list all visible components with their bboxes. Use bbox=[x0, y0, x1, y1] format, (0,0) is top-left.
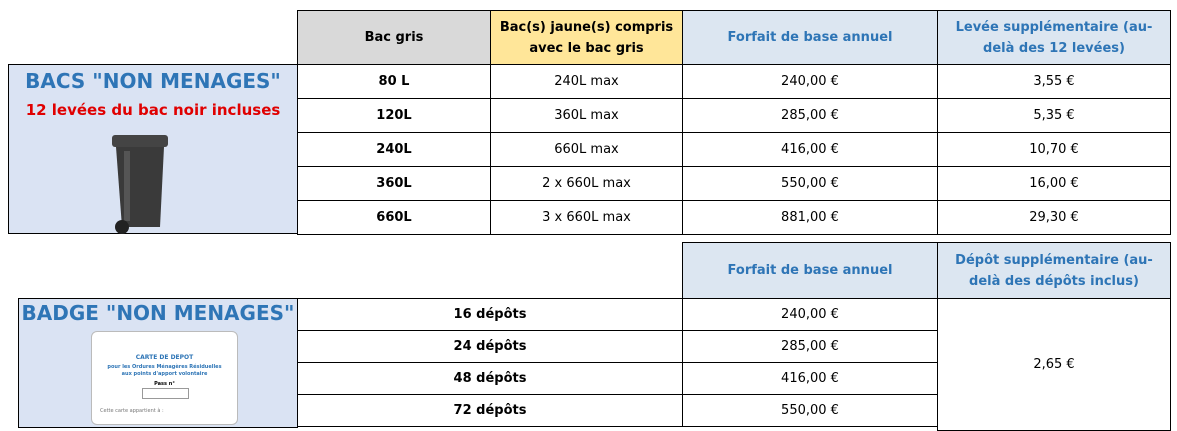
table-cell: 240,00 € bbox=[682, 64, 938, 99]
table-cell: 285,00 € bbox=[682, 330, 938, 363]
bacs-subtitle: 12 levées du bac noir incluses bbox=[9, 101, 297, 119]
header-cell: Bac(s) jaune(s) compris avec le bac gris bbox=[490, 10, 683, 65]
card-line: aux points d'apport volontaire bbox=[92, 371, 237, 377]
table-cell: 72 dépôts bbox=[297, 394, 683, 427]
table-cell: 550,00 € bbox=[682, 166, 938, 201]
header-cell: Dépôt supplémentaire (au-delà des dépôts… bbox=[937, 242, 1171, 299]
bin-icon bbox=[104, 131, 184, 235]
table-cell: 3 x 660L max bbox=[490, 200, 683, 235]
card-pass: Pass n° bbox=[92, 381, 237, 387]
table-cell: 29,30 € bbox=[937, 200, 1171, 235]
table-cell: 360L max bbox=[490, 98, 683, 133]
table-cell: 240L bbox=[297, 132, 491, 167]
table-cell: 16,00 € bbox=[937, 166, 1171, 201]
table-cell: 285,00 € bbox=[682, 98, 938, 133]
badge-card: CARTE DE DEPOT pour les Ordures Ménagère… bbox=[91, 331, 238, 425]
badge-title: BADGE "NON MENAGES" bbox=[19, 301, 297, 325]
table-cell: 48 dépôts bbox=[297, 362, 683, 395]
badge-panel: BADGE "NON MENAGES" CARTE DE DEPOT pour … bbox=[18, 298, 298, 428]
header-cell: Bac gris bbox=[297, 10, 491, 65]
table-cell: 550,00 € bbox=[682, 394, 938, 427]
header-cell: Levée supplémentaire (au-delà des 12 lev… bbox=[937, 10, 1171, 65]
table-cell: 3,55 € bbox=[937, 64, 1171, 99]
header-cell: Forfait de base annuel bbox=[682, 242, 938, 299]
table-cell: 881,00 € bbox=[682, 200, 938, 235]
card-line: pour les Ordures Ménagères Résiduelles bbox=[92, 364, 237, 370]
bacs-title: BACS "NON MENAGES" bbox=[9, 69, 297, 93]
bacs-panel: BACS "NON MENAGES" 12 levées du bac noir… bbox=[8, 64, 298, 234]
table-cell: 80 L bbox=[297, 64, 491, 99]
merged-cell: 2,65 € bbox=[937, 298, 1171, 431]
table-cell: 240L max bbox=[490, 64, 683, 99]
table-cell: 660L max bbox=[490, 132, 683, 167]
card-title: CARTE DE DEPOT bbox=[92, 354, 237, 361]
table-cell: 660L bbox=[297, 200, 491, 235]
table-cell: 416,00 € bbox=[682, 362, 938, 395]
table-cell: 240,00 € bbox=[682, 298, 938, 331]
table-cell: 360L bbox=[297, 166, 491, 201]
card-box bbox=[142, 388, 189, 399]
header-cell: Forfait de base annuel bbox=[682, 10, 938, 65]
table-cell: 120L bbox=[297, 98, 491, 133]
table-cell: 24 dépôts bbox=[297, 330, 683, 363]
table-cell: 2 x 660L max bbox=[490, 166, 683, 201]
page: BACS "NON MENAGES" 12 levées du bac noir… bbox=[0, 0, 1177, 425]
table-cell: 16 dépôts bbox=[297, 298, 683, 331]
card-owner: Cette carte appartient à : bbox=[100, 408, 237, 414]
table-cell: 5,35 € bbox=[937, 98, 1171, 133]
table-cell: 416,00 € bbox=[682, 132, 938, 167]
table-cell: 10,70 € bbox=[937, 132, 1171, 167]
